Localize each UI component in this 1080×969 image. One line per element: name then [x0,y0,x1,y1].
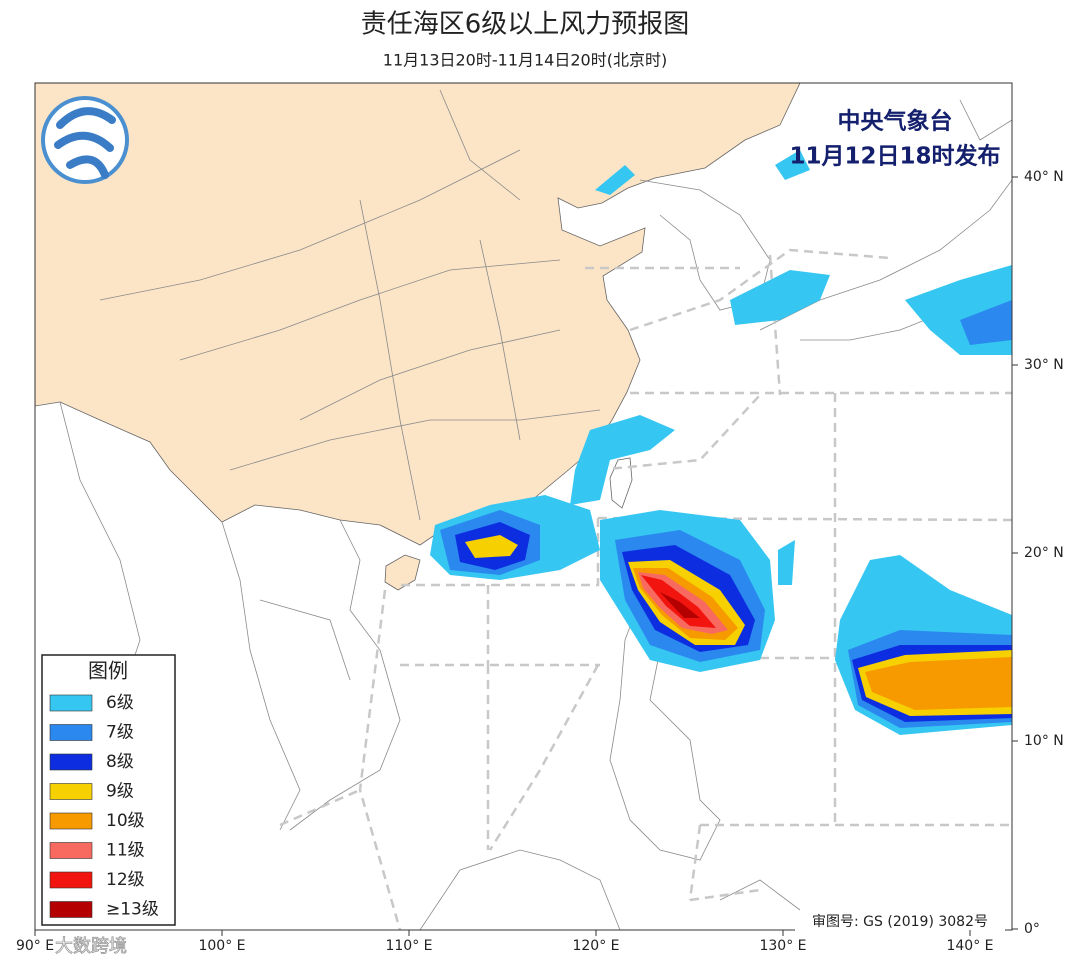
legend-label: 10级 [106,811,145,831]
review-number: 审图号: GS (2019) 3082号 [812,914,988,930]
shape [54,107,116,179]
lat-label: 0° [1024,921,1040,937]
wind-area [865,657,1012,710]
wind-area [730,270,830,325]
wind-area [778,540,795,585]
legend-swatch [49,724,93,741]
wind-area [465,535,518,558]
legend-swatch [49,783,93,800]
legend-swatch [49,871,93,889]
wind-area [570,415,675,505]
lat-label: 40° N [1024,169,1064,185]
legend-label: 9级 [106,782,134,802]
legend: 图例 6级 7级 8级 9级 10级 11级 12级 ≥13级 [41,654,176,926]
wind-areas [430,150,1012,735]
legend-swatch [49,842,93,859]
taiwan [609,457,633,509]
lat-label: 10° N [1024,733,1064,749]
map-frame [34,82,1013,931]
review-bg [795,911,1005,931]
wind-area [960,300,1012,345]
legend-label: 6级 [106,693,134,713]
philippines [609,598,721,861]
wind-area [660,592,700,618]
lon-label: 110° E [385,938,432,954]
lon-label: 90° E [16,938,54,954]
lat-label: 30° N [1024,357,1064,373]
subtitle: 11月13日20时-11月14日20时(北京时) [383,51,667,70]
wind-area [595,165,635,195]
legend-swatch [49,812,93,830]
map-area [35,83,1012,930]
lat-label: 20° N [1024,545,1064,561]
issuer-agency: 中央气象台 [838,108,953,135]
legend-swatch [49,901,93,918]
legend-label: 11级 [106,841,145,861]
wind-area [775,150,810,180]
legend-label: ≥13级 [106,900,159,920]
lon-label: 100° E [198,938,245,954]
issue-time: 11月12日18时发布 [789,143,1000,170]
legend-swatch [49,694,93,712]
sea-area-boundaries [279,248,1012,930]
indochina [59,401,401,831]
legend-label: 12级 [106,870,145,890]
legend-title: 图例 [88,659,128,683]
legend-label: 7级 [106,723,134,743]
lon-label: 140° E [946,938,993,954]
lon-label: 130° E [759,938,806,954]
logo [41,96,129,184]
watermark: 大数跨境 [55,936,127,957]
lon-label: 120° E [572,938,619,954]
hainan [384,554,421,591]
title: 责任海区6级以上风力预报图 [361,10,690,40]
china-land [35,83,801,546]
borders [99,89,601,521]
borneo [419,849,801,930]
legend-label: 8级 [106,752,134,772]
legend-swatch [49,753,93,771]
